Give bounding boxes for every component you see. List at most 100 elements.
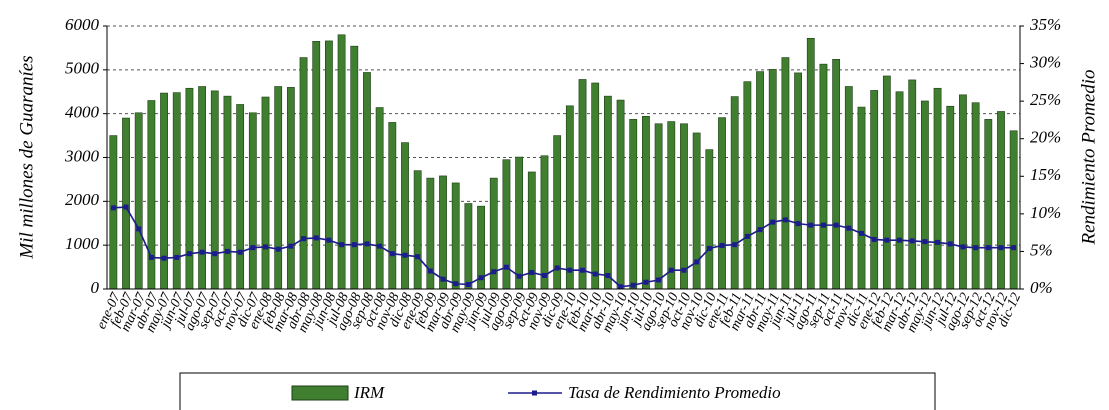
line-marker [326,237,332,243]
y-tick-label: 0 [91,278,100,297]
bar [591,82,600,290]
y2-tick-label: 20% [1030,128,1061,147]
line-marker [694,259,700,265]
bar [185,87,194,290]
bar [401,142,409,290]
line-marker [541,272,547,278]
bar [515,156,524,290]
line-marker [364,241,370,247]
bar [363,72,371,290]
bar [616,99,625,290]
bar [261,96,270,290]
line-marker [301,236,307,242]
bar [946,105,955,290]
bar [413,170,422,290]
line-marker [503,264,509,270]
line-marker [580,267,586,273]
line-marker [415,254,421,260]
line-marker [339,242,345,248]
line-marker [605,272,611,278]
line-marker [947,241,953,247]
y2-axis-label: Rendimiento Promedio [1078,69,1099,245]
line-marker [643,279,649,285]
line-marker [909,238,915,244]
bar [870,90,879,290]
y-axis-label: Mil millones de Guaraníes [16,55,37,259]
line-marker [263,244,269,250]
line-marker [123,204,129,210]
bar [388,122,397,290]
bar [654,123,663,290]
line-marker [148,254,154,260]
line-marker [973,245,979,251]
line-marker [453,281,459,287]
line-marker [199,249,205,255]
line-marker [744,233,750,239]
bar [134,112,143,290]
legend-marker [532,390,537,396]
line-marker [770,219,776,225]
line-marker [935,239,941,245]
bar [274,86,283,290]
legend-box [179,372,936,410]
bar [109,135,118,290]
bar [997,111,1005,290]
y2-tick-label: 25% [1030,90,1061,109]
bar [629,119,638,290]
bar [933,87,942,290]
bar [756,71,764,290]
bar [603,95,612,290]
legend-label: Tasa de Rendimiento Promedio [568,383,781,402]
line-marker [275,246,281,252]
bar [920,100,929,290]
bar [337,34,346,290]
bar [375,107,384,290]
line-marker [858,230,864,236]
line-marker [351,242,357,248]
line-marker [998,245,1004,251]
line-marker [377,243,383,249]
y2-tick-label: 35% [1029,15,1061,34]
line-marker [136,226,142,232]
bar [578,79,587,290]
bar [198,86,207,290]
bar [451,182,460,290]
line-marker [795,221,801,227]
line-marker [732,242,738,248]
bar [667,121,676,290]
line-marker [516,273,522,279]
line-marker [922,239,928,245]
bar [312,41,321,290]
line-marker [985,245,991,251]
line-marker [237,249,243,255]
y2-tick-label: 10% [1030,203,1061,222]
line-marker [656,277,662,283]
bar [743,81,752,290]
line-marker [440,276,446,282]
bar [781,57,790,290]
bar [832,59,841,290]
bar [210,90,219,290]
line-marker [757,227,763,233]
line-marker [161,255,167,261]
bar [147,100,156,290]
line-marker [478,275,484,281]
line-marker [186,251,192,257]
line-marker [224,248,230,254]
line-marker [250,245,256,251]
bar [971,102,980,290]
bar [286,87,295,290]
line-marker [389,251,395,257]
y-tick-label: 4000 [65,103,100,122]
bar [768,69,777,290]
bar [223,95,232,290]
line-marker [719,242,725,248]
line-marker [402,252,408,258]
bar [464,203,473,290]
line-marker [567,267,573,273]
line-marker [427,268,433,274]
bar [806,37,815,290]
bar [540,155,549,290]
line-marker [313,235,319,241]
